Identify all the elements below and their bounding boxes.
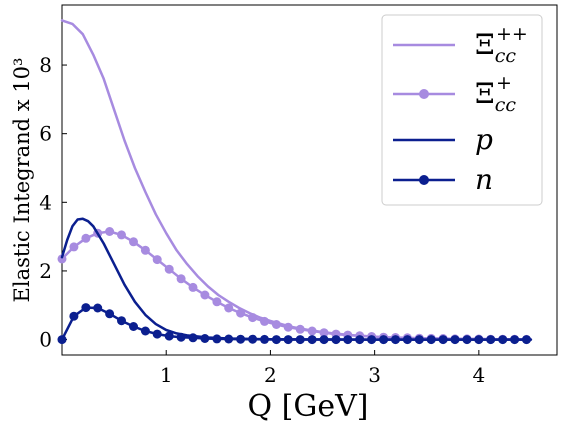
- series-3-point-36: [486, 335, 496, 345]
- series-3-point-10: [176, 332, 186, 342]
- series-1-point-18: [271, 320, 281, 329]
- series-3-point-5: [117, 316, 126, 326]
- series-1-point-1: [69, 242, 79, 252]
- series-1-point-21: [307, 326, 317, 336]
- series-3-point-3: [93, 303, 103, 313]
- series-3-point-31: [426, 335, 436, 345]
- x-tick-label-1: 2: [264, 363, 277, 387]
- y-tick-label-4: 8: [39, 53, 52, 77]
- series-3-point-15: [236, 334, 246, 344]
- series-3-point-20: [295, 335, 305, 345]
- series-3-point-33: [450, 335, 460, 345]
- y-tick-label-2: 4: [39, 190, 52, 214]
- series-1-point-10: [176, 274, 186, 284]
- legend: Ξcc++ Ξcc+ pn: [381, 14, 543, 206]
- series-3-point-37: [498, 335, 508, 345]
- series-3-point-13: [212, 334, 222, 344]
- series-3-point-1: [69, 311, 79, 321]
- series-3-point-2: [81, 303, 91, 313]
- series-3-point-4: [105, 309, 115, 319]
- series-line-2: [60, 217, 533, 341]
- series-3-point-14: [224, 334, 234, 344]
- series-3-point-17: [260, 334, 269, 344]
- legend-marker-3: [419, 175, 429, 185]
- series-1-point-22: [319, 328, 329, 338]
- series-3-point-18: [271, 335, 281, 345]
- series-3-point-34: [462, 335, 472, 345]
- series-3-point-0: [57, 335, 67, 345]
- series-1-point-14: [224, 303, 234, 313]
- series-layer: [57, 19, 533, 345]
- legend-label-0: Ξcc++: [475, 23, 528, 67]
- legend-box: [381, 14, 543, 206]
- series-1-point-9: [164, 264, 174, 274]
- series-1-point-12: [200, 290, 210, 300]
- series-3-point-35: [474, 335, 484, 345]
- series-1-point-16: [248, 313, 258, 323]
- series-1-point-20: [295, 324, 305, 334]
- series-3-point-30: [414, 335, 424, 345]
- series-1-point-17: [260, 316, 269, 326]
- series-3-point-16: [248, 334, 258, 344]
- series-3-point-8: [152, 329, 162, 339]
- series-3-point-28: [391, 335, 400, 345]
- series-3-point-25: [355, 335, 365, 345]
- series-3-point-22: [319, 335, 329, 345]
- series-1-point-2: [81, 233, 91, 243]
- series-1-point-8: [152, 255, 162, 265]
- legend-label-2: p: [475, 123, 493, 156]
- series-3-point-24: [343, 335, 353, 345]
- x-axis-label: Q [GeV]: [248, 389, 369, 422]
- y-tick-label-1: 2: [39, 259, 52, 283]
- series-3-point-12: [200, 334, 210, 343]
- series-3-point-7: [140, 326, 150, 336]
- series-3-point-19: [283, 335, 293, 345]
- series-3-point-27: [379, 335, 389, 345]
- y-tick-label-3: 6: [39, 122, 52, 146]
- series-3-point-21: [307, 335, 317, 345]
- y-axis-label: Elastic Integrand x 10³: [10, 58, 34, 303]
- series-3-point-29: [402, 335, 412, 345]
- series-1-point-0: [57, 254, 67, 264]
- series-3-point-32: [438, 335, 448, 345]
- series-1-point-7: [140, 245, 150, 255]
- legend-label-1: Ξcc+: [475, 72, 516, 116]
- x-tick-label-3: 4: [472, 363, 485, 387]
- series-3-point-9: [164, 331, 174, 341]
- series-3-point-23: [331, 335, 341, 345]
- y-tick-label-0: 0: [39, 328, 52, 352]
- series-3-point-38: [510, 335, 520, 345]
- legend-marker-1: [419, 89, 429, 99]
- series-1-point-13: [212, 297, 222, 307]
- series-1-point-6: [129, 237, 138, 247]
- series-3-point-6: [129, 322, 138, 331]
- x-axis-ticks: 1 2 3 4: [160, 350, 485, 387]
- plot-frame: [61, 4, 558, 356]
- x-tick-label-0: 1: [160, 363, 173, 387]
- legend-label-3: n: [475, 163, 493, 196]
- x-tick-label-2: 3: [368, 363, 381, 387]
- y-axis-ticks: 0 2 4 6 8: [39, 53, 67, 352]
- series-1-point-11: [188, 282, 198, 292]
- series-1-point-19: [283, 322, 293, 332]
- series-1-point-5: [117, 230, 126, 240]
- series-3-point-11: [188, 333, 198, 343]
- series-line-3: [60, 306, 528, 341]
- series-1-point-15: [236, 308, 246, 318]
- series-3-point-26: [367, 335, 377, 345]
- series-3-point-39: [522, 335, 531, 345]
- series-1-point-4: [105, 227, 115, 236]
